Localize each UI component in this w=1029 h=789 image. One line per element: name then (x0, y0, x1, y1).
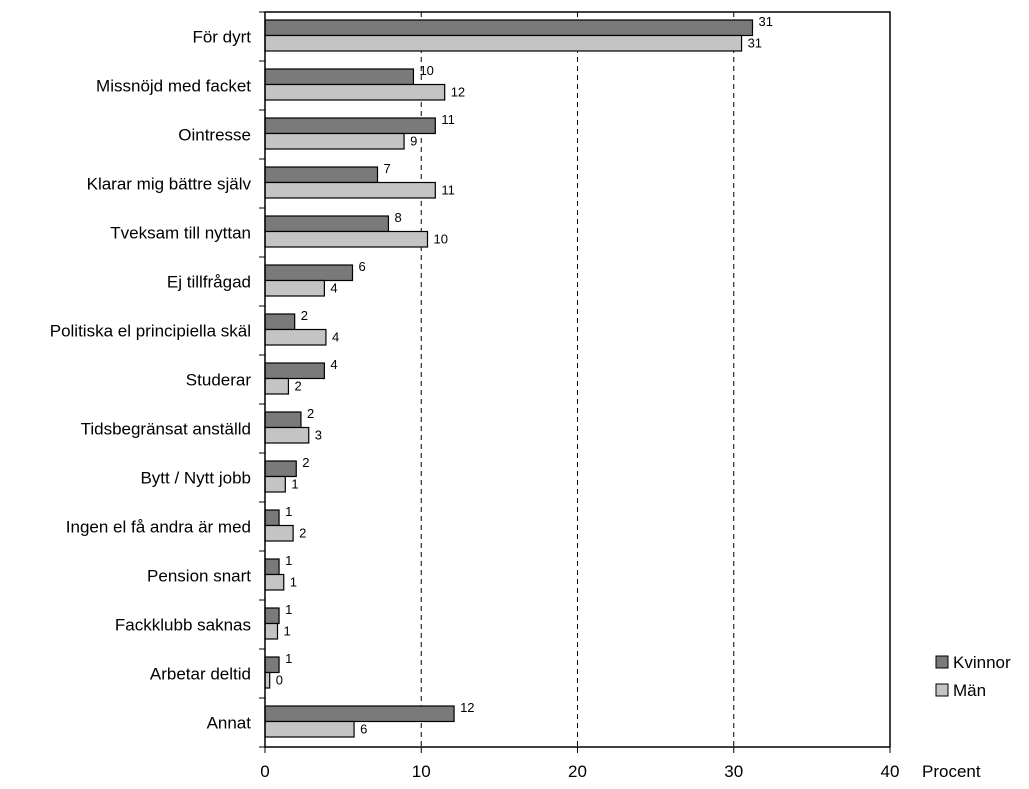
bar-man (264, 181, 436, 199)
y-axis (259, 11, 265, 748)
x-tick-label: 30 (724, 762, 743, 781)
category-label: Ej tillfrågad (167, 273, 251, 292)
bar-kvinnor (264, 264, 354, 282)
value-label: 1 (285, 602, 292, 617)
category-label: Tveksam till nyttan (110, 224, 251, 243)
category-label: Bytt / Nytt jobb (140, 469, 251, 488)
bar-man (264, 279, 325, 297)
legend-label: Kvinnor (953, 653, 1011, 672)
bar-kvinnor (264, 313, 296, 331)
legend-swatch (935, 683, 949, 697)
bar-kvinnor (264, 362, 325, 380)
value-label: 0 (276, 672, 283, 687)
value-label: 1 (285, 553, 292, 568)
value-label: 3 (315, 427, 322, 442)
value-label: 31 (759, 14, 773, 29)
bar-man (264, 573, 285, 591)
value-label: 2 (299, 525, 306, 540)
bar-kvinnor (264, 656, 280, 674)
value-label: 1 (290, 574, 297, 589)
legend: Kvinnor Män (935, 653, 1011, 700)
bar-man (264, 230, 429, 248)
bar-man (264, 524, 294, 542)
bar-kvinnor (264, 607, 280, 625)
legend-label: Män (953, 681, 986, 700)
bar-man (264, 622, 279, 640)
x-tick-label: 0 (260, 762, 269, 781)
category-label: Annat (207, 714, 252, 733)
category-label: Ointresse (178, 126, 251, 145)
value-label: 1 (284, 623, 291, 638)
x-tick-label: 10 (412, 762, 431, 781)
bar-man (264, 475, 286, 493)
category-label: Arbetar deltid (150, 665, 251, 684)
value-label: 6 (360, 721, 367, 736)
category-label: Tidsbegränsat anställd (81, 420, 251, 439)
x-tick-label: 40 (881, 762, 900, 781)
bar-man (264, 720, 355, 738)
bar-kvinnor (264, 705, 455, 723)
value-label: 1 (291, 476, 298, 491)
value-label: 2 (307, 406, 314, 421)
bars (264, 19, 754, 738)
value-label: 1 (285, 504, 292, 519)
value-label: 2 (301, 308, 308, 323)
value-label: 31 (748, 35, 762, 50)
value-label: 1 (285, 651, 292, 666)
value-label: 10 (419, 63, 433, 78)
bar-kvinnor (264, 117, 436, 135)
x-tick-label: 20 (568, 762, 587, 781)
value-label: 9 (410, 133, 417, 148)
category-label: Ingen el få andra är med (66, 518, 251, 537)
category-label: Fackklubb saknas (115, 616, 251, 635)
value-label: 6 (359, 259, 366, 274)
value-label: 4 (332, 329, 339, 344)
value-label: 11 (441, 112, 455, 127)
value-label: 7 (384, 161, 391, 176)
x-axis: 0 10 20 30 40 (260, 747, 899, 781)
category-labels: För dyrt Missnöjd med facket Ointresse Klar… (50, 28, 252, 733)
bar-man (264, 132, 405, 150)
category-label: Pension snart (147, 567, 251, 586)
value-label: 8 (394, 210, 401, 225)
bar-kvinnor (264, 166, 379, 184)
legend-swatch (935, 655, 949, 669)
bar-kvinnor (264, 19, 754, 37)
value-label: 11 (441, 182, 455, 197)
category-label: Politiska el principiella skäl (50, 322, 251, 341)
value-label: 12 (451, 84, 465, 99)
value-label: 12 (460, 700, 474, 715)
category-label: För dyrt (192, 28, 251, 47)
value-label: 4 (330, 280, 337, 295)
bar-man (264, 83, 446, 101)
bar-man (264, 426, 310, 444)
x-axis-title: Procent (922, 762, 981, 781)
value-label: 4 (330, 357, 337, 372)
bar-kvinnor (264, 411, 302, 429)
bar-kvinnor (264, 215, 390, 233)
category-label: Klarar mig bättre själv (87, 175, 252, 194)
category-label: Missnöjd med facket (96, 77, 251, 96)
bar-kvinnor (264, 68, 415, 86)
bar-kvinnor (264, 558, 280, 576)
value-label: 2 (294, 378, 301, 393)
bar-man (264, 328, 327, 346)
gridlines (420, 12, 735, 747)
value-label: 2 (302, 455, 309, 470)
value-label: 10 (434, 231, 448, 246)
bar-man (264, 34, 743, 52)
bar-kvinnor (264, 509, 280, 527)
bar-man (264, 377, 290, 395)
category-label: Studerar (186, 371, 252, 390)
bar-kvinnor (264, 460, 297, 478)
